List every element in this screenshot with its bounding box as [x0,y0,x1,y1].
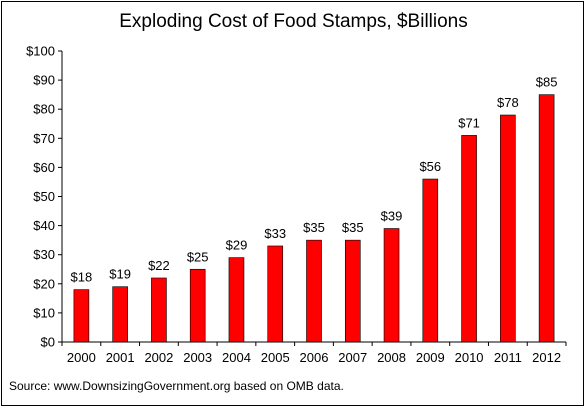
x-tick-label: 2011 [494,350,522,365]
bar [306,239,322,343]
y-tick-label: $30 [33,247,55,262]
bar [383,228,400,343]
x-tick-label: 2006 [300,350,329,365]
x-tick-label: 2012 [532,350,561,365]
y-tick-label: $70 [33,131,55,146]
data-label: $29 [226,238,248,253]
y-tick-label: $100 [26,44,55,59]
y-tick-label: $50 [33,189,55,204]
x-tick-label: 2003 [183,350,212,365]
x-tick-label: 2005 [261,350,290,365]
bar [344,239,361,343]
y-tick-label: $40 [33,218,55,233]
bar [538,94,555,343]
data-label: $71 [458,115,480,130]
data-label: $85 [536,75,558,90]
x-tick-label: 2008 [377,350,406,365]
y-tick-label: $10 [33,305,55,320]
axes: $0 $10 $20 $30 $40 $50 $60 $70 $80 $90 $100 [26,44,567,350]
data-label: $19 [109,267,131,282]
data-label: $35 [303,220,325,235]
bar [228,257,245,343]
bar [461,135,477,343]
x-tick-label: 2000 [67,350,96,365]
data-label: $39 [381,209,403,224]
x-tick-label: 2002 [144,350,173,365]
y-tick-label: $80 [33,102,55,117]
chart-title: Exploding Cost of Food Stamps, $Billions [119,11,468,32]
bar [73,289,90,343]
labels: $18 2000 $19 2001 $22 2002 $25 2003 $29 2004 $33 20… [67,75,561,365]
y-tick-label: $90 [33,73,55,88]
data-label: $35 [342,220,364,235]
bar [151,277,167,343]
bar [112,286,128,343]
x-tick-label: 2001 [106,350,135,365]
source-note: Source: www.DownsizingGovernment.org bas… [9,379,344,393]
y-tick-label: $60 [33,160,55,175]
data-label: $56 [419,159,441,174]
bars [73,94,555,343]
y-tick-label: $0 [41,335,55,350]
y-tick-label: $20 [33,276,55,291]
bar [422,178,439,343]
x-tick-label: 2004 [222,350,251,365]
bar [500,114,516,343]
x-tick-label: 2007 [338,350,367,365]
data-label: $22 [148,258,170,273]
data-label: $78 [497,95,519,110]
x-tick-label: 2010 [455,350,484,365]
data-label: $18 [71,270,93,285]
x-tick-label: 2009 [416,350,445,365]
bar [267,245,284,343]
data-label: $33 [264,226,286,241]
bar [189,268,206,343]
data-label: $25 [187,249,209,264]
